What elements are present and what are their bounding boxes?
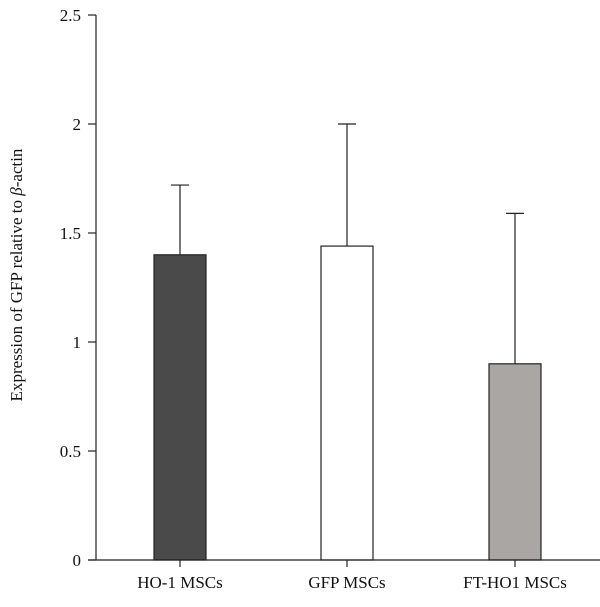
bar-3 [488,363,542,561]
tick-labels-layer: HO-1 MSCs GFP MSCs FT-HO1 MSCs 0 0.5 1 1.5 2 2.5 [60,6,567,592]
y-tick-label-2: 0.5 [60,442,81,461]
error-bars-layer [171,123,524,364]
y-axis-title-prefix: Expression of GFP relative to [7,196,26,402]
y-axis-title-suffix: -actin [7,148,26,187]
y-tick-label-4: 1.5 [60,224,81,243]
y-tick-label-5: 2 [73,115,82,134]
y-axis-title: Expression of GFP relative to β-actin [7,148,26,401]
x-tick-label-3: FT-HO1 MSCs [463,573,567,592]
y-tick-label-6: 2.5 [60,6,81,25]
y-tick-label-1: 0 [73,551,82,570]
axes-layer [88,14,600,567]
y-axis-title-greek: β [7,187,26,197]
y-tick-label-3: 1 [73,333,82,352]
x-tick-label-2: GFP MSCs [308,573,385,592]
bar-1 [153,254,207,561]
bar-2 [320,245,374,561]
x-tick-label-1: HO-1 MSCs [137,573,223,592]
bars-layer [153,245,542,561]
